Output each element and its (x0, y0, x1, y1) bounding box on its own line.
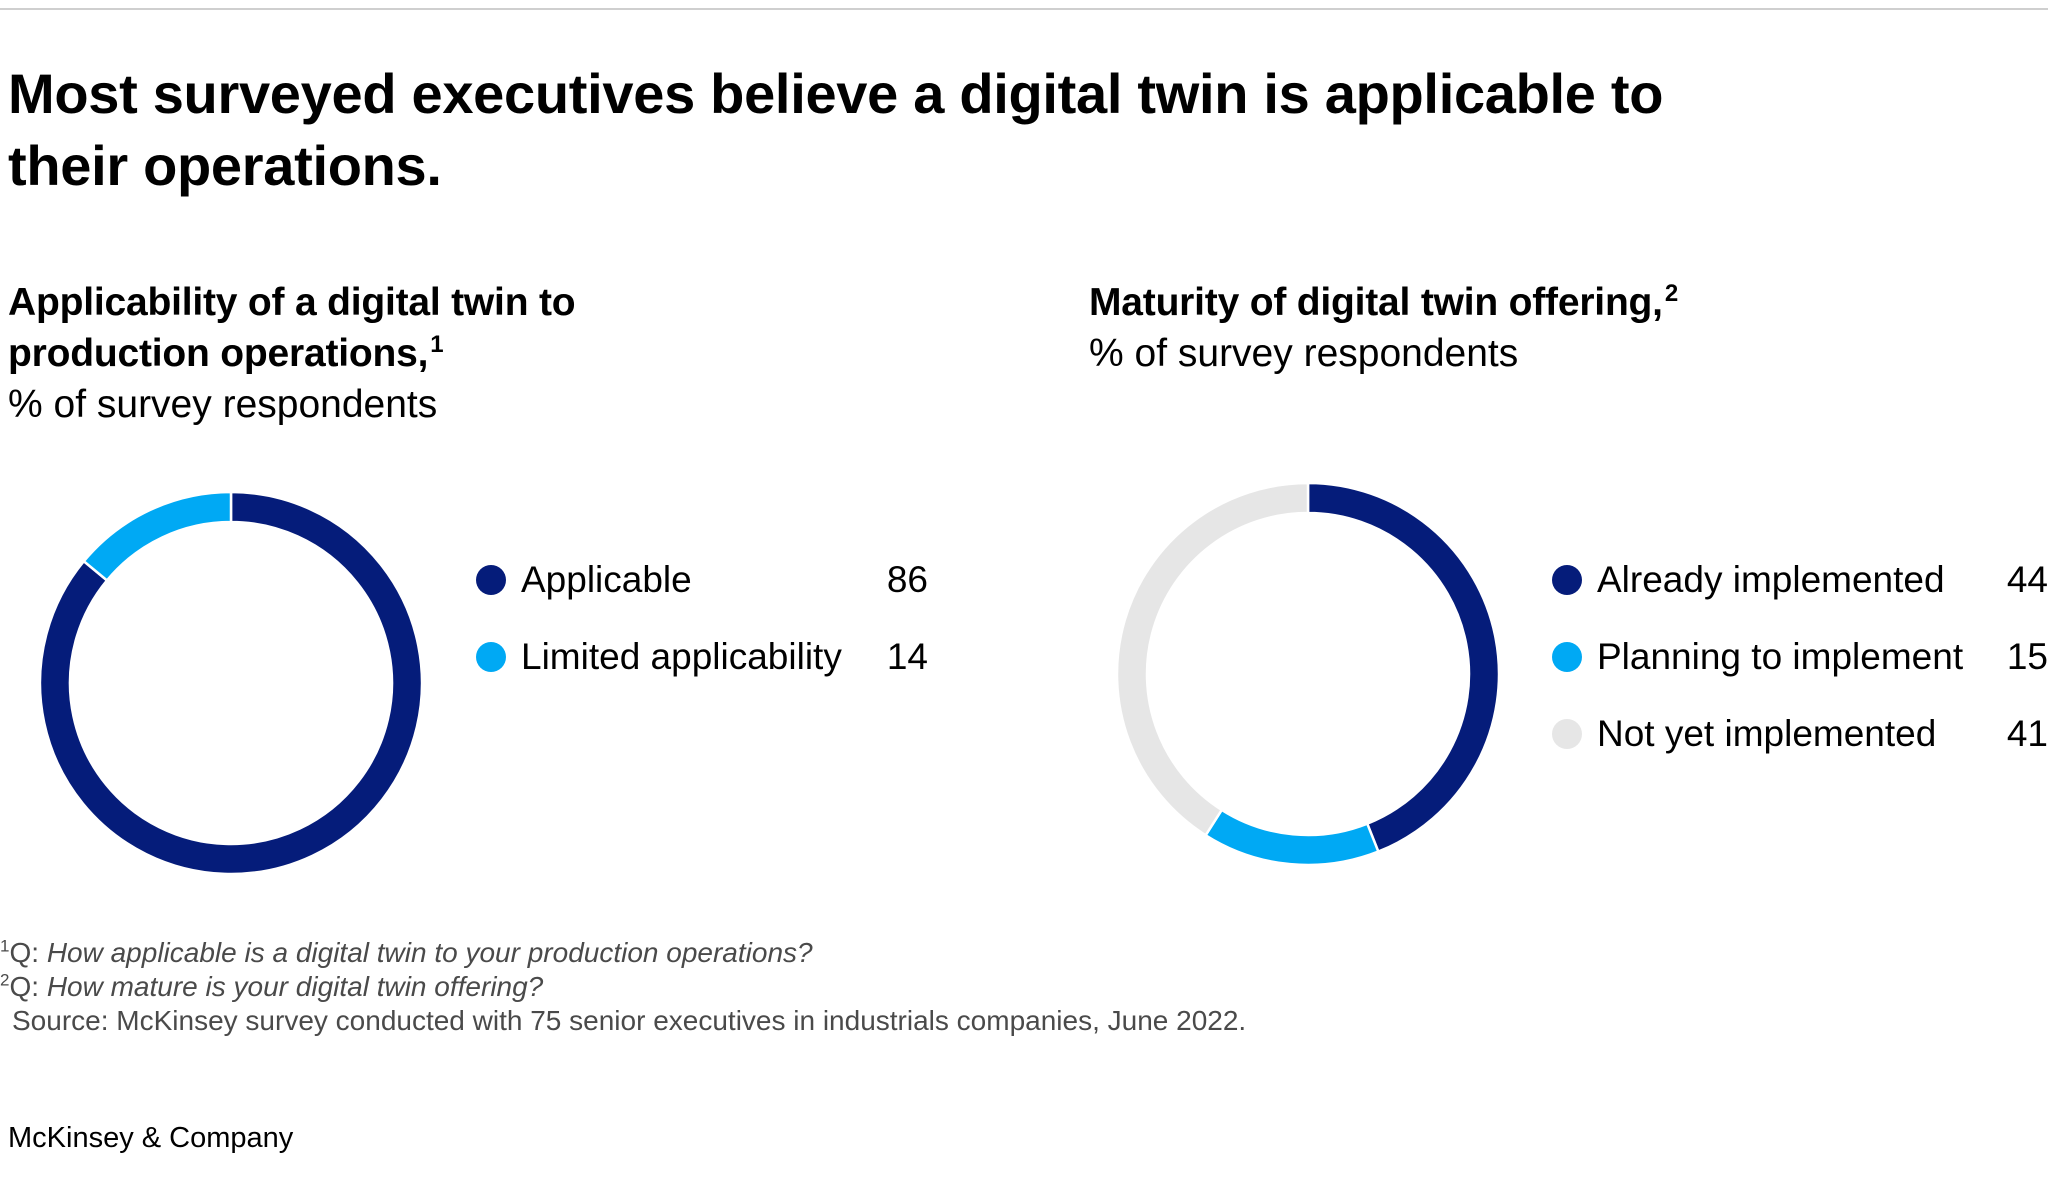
footnote-1: 1Q: How applicable is a digital twin to … (0, 936, 2000, 970)
legend-value: 44 (2006, 559, 2048, 600)
already-implemented-swatch-icon (1552, 565, 1582, 595)
legend-value: 14 (886, 636, 928, 677)
legend-label: Limited applicability (521, 636, 842, 677)
footnote-1-marker: 1 (0, 936, 10, 956)
donut-segment-limited-applicability (82, 490, 233, 583)
legend-label: Already implemented (1597, 559, 1945, 600)
brand-name: McKinsey & Company (8, 1122, 294, 1154)
legend-item-already-implemented: Already implemented 44 (1552, 557, 2048, 634)
legend-value: 86 (886, 559, 928, 600)
footnote-1-prefix: Q: (9, 937, 47, 968)
donut-segment-applicable (38, 490, 424, 876)
legend-label: Planning to implement (1597, 636, 1964, 677)
footnote-2: 2Q: How mature is your digital twin offe… (0, 970, 2000, 1004)
legend-item-planning-to-implement: Planning to implement 15 (1552, 634, 2048, 711)
footnote-2-prefix: Q: (9, 971, 47, 1002)
legend-item-limited-applicability: Limited applicability 14 (476, 634, 936, 711)
legend-label: Applicable (521, 559, 692, 600)
legend-value: 41 (2006, 713, 2048, 754)
chart-1-subtitle: % of survey respondents (8, 383, 438, 426)
donut-segment-already-implemented (1306, 481, 1501, 854)
chart-2-footnote-marker: 2 (1664, 280, 1678, 307)
chart-2-title-text: Maturity of digital twin offering, (1089, 281, 1663, 324)
chart-1-donut (38, 490, 424, 876)
footnote-2-text: How mature is your digital twin offering… (46, 971, 544, 1002)
footnote-1-text: How applicable is a digital twin to your… (46, 937, 813, 968)
legend-item-applicable: Applicable 86 (476, 557, 936, 634)
legend-value: 15 (2006, 636, 2048, 677)
footnotes: 1Q: How applicable is a digital twin to … (0, 936, 2000, 1038)
donut-segment-not-yet-implemented (1115, 481, 1310, 837)
footnote-2-marker: 2 (0, 970, 10, 990)
legend-label: Not yet implemented (1597, 713, 1937, 754)
page-title: Most surveyed executives believe a digit… (8, 62, 1664, 197)
chart-2-subtitle: % of survey respondents (1089, 332, 1519, 375)
applicable-swatch-icon (476, 565, 506, 595)
planning-to-implement-swatch-icon (1552, 642, 1582, 672)
chart-2-title: Maturity of digital twin offering,2 (1089, 277, 1889, 328)
source-note: Source: McKinsey survey conducted with 7… (12, 1005, 1247, 1036)
top-divider (0, 8, 2048, 10)
chart-1-title: Applicability of a digital twin to produ… (8, 277, 708, 379)
chart-2-donut (1115, 481, 1501, 867)
chart-1-title-text: Applicability of a digital twin to produ… (8, 281, 576, 375)
not-yet-implemented-swatch-icon (1552, 719, 1582, 749)
chart-2-legend: Already implemented 44 Planning to imple… (1552, 557, 2048, 788)
legend-item-not-yet-implemented: Not yet implemented 41 (1552, 711, 2048, 788)
limited-applicability-swatch-icon (476, 642, 506, 672)
chart-1-footnote-marker: 1 (430, 331, 444, 358)
chart-1-legend: Applicable 86 Limited applicability 14 (476, 557, 936, 711)
donut-segment-planning-to-implement (1203, 808, 1380, 867)
